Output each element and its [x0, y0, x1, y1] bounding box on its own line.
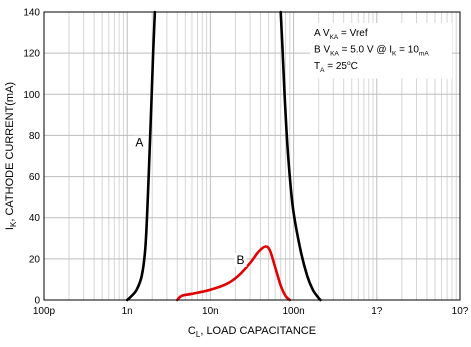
- y-tick-label: 80: [29, 131, 41, 142]
- legend-background: [310, 23, 452, 79]
- series-a-label-bg: [133, 135, 146, 150]
- x-tick-label: 100n: [282, 306, 304, 317]
- x-tick-label: 10n: [202, 306, 219, 317]
- x-tick-label: 100p: [33, 306, 56, 317]
- legend-entry: A VKA = Vref: [314, 28, 368, 41]
- y-tick-label: 20: [29, 254, 41, 265]
- x-tick-label: 10?: [452, 306, 469, 317]
- y-tick-label: 40: [29, 213, 41, 224]
- plot-frame: [43, 11, 461, 301]
- legend: A VKA = Vref B VKA = 5.0 V @ IK = 10mA TA …: [310, 23, 452, 79]
- x-tick-label: 1?: [371, 306, 383, 317]
- y-tick-label: 60: [29, 172, 41, 183]
- legend-entry: B VKA = 5.0 V @ IK = 10mA: [314, 45, 429, 58]
- series-b-line-1: [175, 245, 292, 302]
- grid: [43, 11, 460, 301]
- x-tick-label: 1n: [122, 306, 133, 317]
- x-axis-label: CL, LOAD CAPACITANCE: [188, 325, 316, 339]
- series-b-label-bg: [234, 252, 247, 267]
- y-axis-ticks: 0 20 40 60 80 100 120 140: [23, 8, 40, 307]
- series-a-line-2: [279, 10, 322, 302]
- series-b-label: B: [236, 253, 244, 267]
- y-tick-label: 140: [23, 8, 40, 19]
- y-tick-label: 100: [23, 90, 40, 101]
- y-axis-label: IK, CATHODE CURRENT(mA): [4, 82, 18, 230]
- series-a-label: A: [135, 136, 143, 150]
- y-tick-label: 0: [34, 296, 40, 307]
- legend-entry: TA = 25oC: [314, 60, 358, 74]
- series-a-line-1: [125, 10, 157, 302]
- series-layer: AB: [125, 10, 322, 302]
- y-tick-label: 120: [23, 49, 40, 60]
- x-axis-ticks: 100p 1n 10n 100n 1? 10?: [33, 306, 469, 317]
